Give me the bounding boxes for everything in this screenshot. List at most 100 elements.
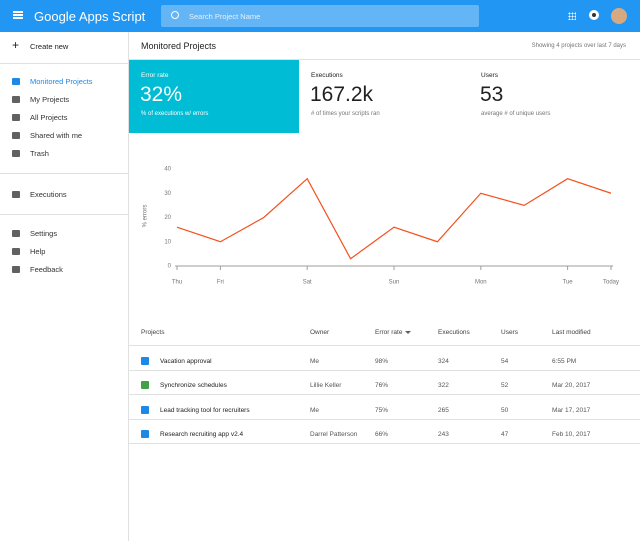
nav-icon [12, 96, 20, 103]
project-icon [141, 381, 149, 389]
table-cell: 75% [375, 407, 389, 414]
stat-label: Users [481, 72, 498, 79]
line-series [176, 177, 612, 260]
nav-item[interactable]: Shared with me [30, 131, 83, 140]
app-title: Google Apps Script [34, 9, 146, 24]
divider [0, 214, 128, 215]
table-cell: 322 [438, 382, 449, 389]
table-cell: Feb 10, 2017 [552, 431, 591, 438]
table-cell: 52 [501, 382, 509, 389]
nav-icon [12, 248, 20, 255]
menu-icon[interactable] [13, 11, 23, 19]
table-cell: 324 [438, 358, 449, 365]
nav-item[interactable]: Help [30, 247, 46, 256]
nav-icon [12, 266, 20, 273]
create-new[interactable]: Create new [30, 42, 69, 51]
table-cell: 265 [438, 407, 449, 414]
nav-icon [12, 191, 20, 198]
x-tick-label: Fri [217, 280, 224, 286]
divider [129, 394, 640, 395]
x-tick-label: Sun [389, 280, 400, 286]
column-header: Executions [438, 329, 470, 336]
nav-item[interactable]: My Projects [30, 95, 70, 104]
divider [129, 419, 640, 420]
table-cell: 47 [501, 431, 509, 438]
table-cell: Me [310, 358, 320, 365]
table-cell: 76% [375, 382, 389, 389]
x-tick-label: Today [603, 280, 619, 286]
stat-caption: average # of unique users [481, 111, 551, 117]
stat-card: Users 53 average # of unique users [469, 60, 639, 133]
project-icon [141, 357, 149, 365]
avatar[interactable] [611, 8, 627, 24]
y-tick-label: 0 [168, 264, 172, 270]
column-header: Projects [141, 329, 165, 336]
page-summary: Showing 4 projects over last 7 days [531, 43, 626, 49]
divider [0, 173, 128, 174]
table-cell: 98% [375, 358, 389, 365]
x-tick-label: Thu [172, 280, 182, 286]
column-header: Last modified [552, 329, 591, 336]
nav-icon [12, 230, 20, 237]
column-header: Users [501, 329, 518, 336]
search-icon [171, 11, 179, 19]
table-cell: Lillie Keller [310, 382, 342, 389]
table-cell: Mar 20, 2017 [552, 382, 591, 389]
table-cell: Darrel Patterson [310, 431, 358, 438]
stat-value: 53 [480, 83, 504, 106]
nav-item[interactable]: Monitored Projects [30, 77, 93, 86]
sidebar-divider [128, 32, 129, 541]
account-icon[interactable] [589, 10, 599, 20]
apps-icon[interactable] [568, 12, 576, 20]
stat-card: Error rate 32% % of executions w/ errors [129, 60, 299, 133]
x-tick-label: Sat [303, 280, 312, 286]
stat-caption: % of executions w/ errors [141, 111, 209, 117]
stat-value: 32% [140, 83, 183, 106]
y-axis-label: % errors [143, 205, 149, 228]
project-name[interactable]: Research recruiting app v2.4 [160, 431, 244, 438]
stat-card: Executions 167.2k # of times your scripts … [299, 60, 469, 133]
table-cell: 66% [375, 431, 389, 438]
nav-item[interactable]: Feedback [30, 265, 63, 274]
y-tick-label: 40 [164, 167, 171, 173]
nav-icon [12, 78, 20, 85]
divider [0, 63, 128, 64]
x-tick-label: Mon [475, 280, 487, 286]
chart: % errors 0 10 20 30 40 Thu Fri Sat Sun Mon Tue Toda… [143, 167, 619, 286]
project-name[interactable]: Vacation approval [160, 358, 212, 365]
stat-label: Executions [311, 72, 343, 79]
table-cell: Mar 17, 2017 [552, 407, 591, 414]
nav-item[interactable]: Settings [30, 229, 58, 238]
nav-item[interactable]: All Projects [30, 113, 68, 122]
column-header: Error rate [375, 329, 403, 336]
x-tick-label: Tue [563, 280, 574, 286]
project-name[interactable]: Lead tracking tool for recruiters [160, 407, 250, 414]
page-title: Monitored Projects [141, 41, 217, 51]
y-tick-label: 20 [164, 215, 171, 221]
divider [129, 345, 640, 346]
table-cell: 50 [501, 407, 509, 414]
nav-icon [12, 114, 20, 121]
plus-icon: + [12, 38, 20, 52]
nav-item[interactable]: Trash [30, 149, 49, 158]
column-header: Owner [310, 329, 330, 336]
table-cell: 6:55 PM [552, 358, 577, 365]
table-cell: 54 [501, 358, 509, 365]
stat-label: Error rate [141, 72, 169, 79]
table-cell: Me [310, 407, 320, 414]
top-bar: Google Apps Script Search Project Name [0, 0, 640, 32]
table-cell: 243 [438, 431, 449, 438]
sort-arrow [405, 331, 411, 337]
nav-item[interactable]: Executions [30, 190, 67, 199]
search-placeholder: Search Project Name [189, 12, 261, 21]
project-icon [141, 406, 149, 414]
search-box[interactable]: Search Project Name [161, 5, 479, 27]
nav-icon [12, 150, 20, 157]
y-tick-label: 10 [164, 239, 171, 245]
project-name[interactable]: Synchronize schedules [160, 382, 227, 389]
divider [129, 59, 640, 60]
project-icon [141, 430, 149, 438]
y-tick-label: 30 [164, 191, 171, 197]
divider [129, 370, 640, 371]
